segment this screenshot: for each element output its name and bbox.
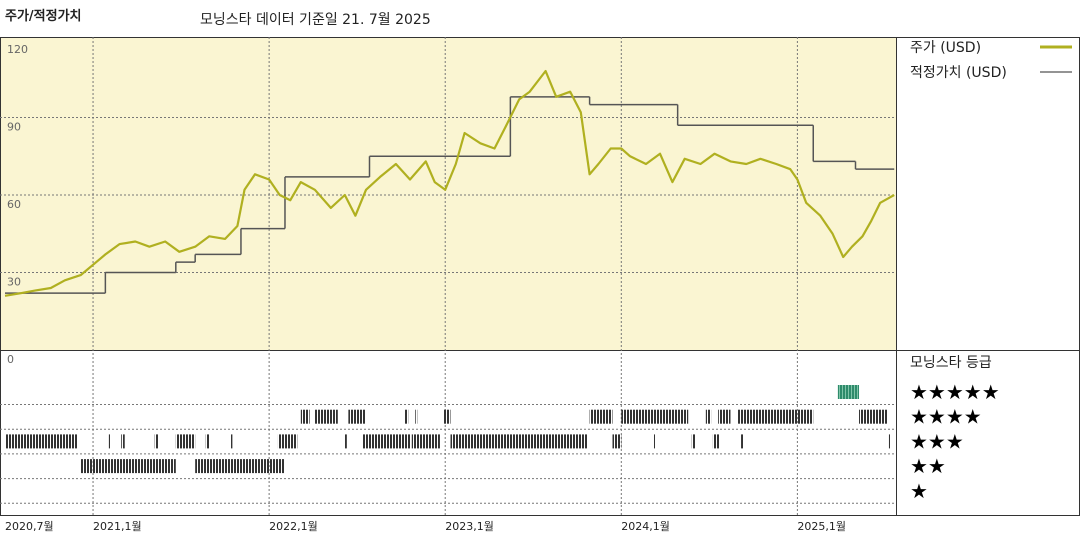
rating-segment — [737, 409, 814, 424]
y-tick-label: 60 — [7, 198, 21, 211]
rating-segment — [80, 459, 176, 474]
price-panel — [0, 37, 896, 350]
rating-segment — [300, 409, 310, 424]
legend-label: 적정가치 (USD) — [910, 65, 1007, 81]
rating-segment — [230, 434, 233, 449]
rating-segment — [691, 434, 696, 449]
rating-segment — [154, 434, 159, 449]
rating-segment — [195, 459, 285, 474]
rating-segment — [888, 434, 891, 449]
rating-segment — [404, 409, 409, 424]
rating-segment — [415, 409, 418, 424]
rating-label: ★★ — [910, 454, 946, 478]
rating-segment — [348, 409, 366, 424]
price-line — [4, 69, 895, 297]
rating-segment — [5, 434, 78, 449]
rating-segment — [612, 434, 622, 449]
rating-segment — [718, 409, 731, 424]
rating-label: ★★★★★ — [910, 380, 1000, 404]
legend-label: 주가 (USD) — [910, 40, 981, 56]
rating-segment — [621, 409, 689, 424]
rating-segment — [108, 434, 111, 449]
rating-segment — [859, 409, 888, 424]
x-tick-label: 2025,1월 — [797, 520, 846, 533]
rating-segment — [277, 434, 298, 449]
rating-segment — [705, 409, 712, 424]
rating-segment — [589, 409, 613, 424]
rating-label: ★ — [910, 479, 928, 503]
rating-segment — [450, 434, 588, 449]
rating-segment — [205, 434, 210, 449]
rating-segment — [362, 434, 410, 449]
chart-title: 주가/적정가치 — [5, 8, 82, 24]
rating-segment — [314, 409, 338, 424]
rating-segment — [741, 434, 744, 449]
y-tick-label: 30 — [7, 276, 21, 289]
y-tick-label: 120 — [7, 43, 28, 56]
rating-segment — [344, 434, 347, 449]
rating-segment — [411, 434, 440, 449]
rating-segment — [653, 434, 655, 449]
rating-segment — [175, 434, 196, 449]
rating-segment — [712, 434, 720, 449]
y-tick-label: 90 — [7, 121, 21, 134]
x-tick-label: 2020,7월 — [5, 520, 54, 533]
rating-segment — [837, 385, 860, 399]
y-tick-label: 0 — [7, 353, 14, 366]
x-tick-label: 2022,1월 — [269, 520, 318, 533]
x-tick-label: 2023,1월 — [445, 520, 494, 533]
rating-label: ★★★★ — [910, 405, 982, 429]
rating-label: ★★★ — [910, 429, 964, 453]
chart-subtitle: 모닝스타 데이터 기준일 21. 7월 2025 — [200, 12, 431, 28]
rating-segment — [443, 409, 451, 424]
rating-segment — [121, 434, 125, 449]
x-tick-label: 2024,1월 — [621, 520, 670, 533]
x-tick-label: 2021,1월 — [93, 520, 142, 533]
rating-title: 모닝스타 등급 — [910, 355, 992, 371]
